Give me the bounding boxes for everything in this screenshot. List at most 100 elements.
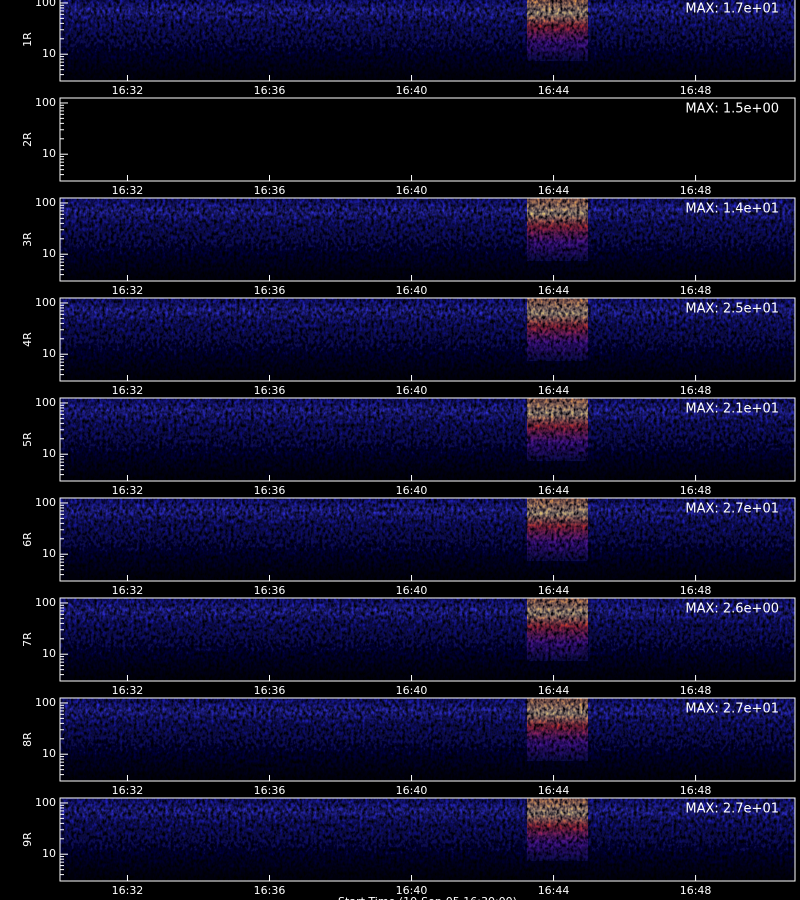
spectrogram-burst (527, 398, 588, 461)
spectrogram-image (60, 598, 795, 681)
x-tick-label: 16:36 (254, 384, 286, 397)
y-tick-label: 100 (35, 496, 56, 509)
spectrogram-image (60, 398, 795, 481)
spectrogram-image (60, 298, 795, 381)
x-tick-label: 16:32 (112, 884, 144, 897)
x-tick-label: 16:32 (112, 784, 144, 797)
x-tick-label: 16:32 (112, 84, 144, 97)
x-tick-label: 16:36 (254, 284, 286, 297)
x-tick-label: 16:40 (396, 584, 428, 597)
y-axis-label: 2R (21, 132, 34, 147)
x-tick-label: 16:36 (254, 784, 286, 797)
x-tick-label: 16:48 (680, 684, 712, 697)
max-annotation: MAX: 2.5e+01 (685, 302, 779, 317)
max-annotation: MAX: 2.7e+01 (685, 802, 779, 817)
y-axis-label: 7R (21, 632, 34, 647)
max-annotation: MAX: 2.7e+01 (685, 502, 779, 517)
y-tick-label: 100 (35, 796, 56, 809)
y-tick-label: 100 (35, 596, 56, 609)
y-axis-label: 5R (21, 432, 34, 447)
spectrogram-image (60, 0, 795, 81)
y-tick-label: 10 (42, 747, 56, 760)
y-tick-label: 100 (35, 296, 56, 309)
y-tick-label: 100 (35, 196, 56, 209)
plot-frame (59, 697, 796, 782)
x-tick-label: 16:36 (254, 84, 286, 97)
x-tick-label: 16:36 (254, 884, 286, 897)
y-axis-label: 1R (21, 32, 34, 47)
x-tick-label: 16:40 (396, 484, 428, 497)
y-tick-label: 10 (42, 547, 56, 560)
y-tick-label: 10 (42, 847, 56, 860)
x-tick-label: 16:44 (538, 684, 570, 697)
x-tick-label: 16:36 (254, 484, 286, 497)
y-tick-label: 100 (35, 96, 56, 109)
x-tick-label: 16:36 (254, 184, 286, 197)
x-tick-label: 16:32 (112, 484, 144, 497)
spectrogram-image (60, 798, 795, 881)
spectrogram-burst (527, 798, 588, 861)
spectrogram-burst (527, 598, 588, 661)
x-tick-label: 16:40 (396, 284, 428, 297)
spectrogram-burst (527, 0, 588, 61)
max-annotation: MAX: 1.5e+00 (685, 102, 779, 117)
spectrogram-burst (527, 698, 588, 761)
x-tick-label: 16:44 (538, 284, 570, 297)
x-tick-label: 16:44 (538, 484, 570, 497)
x-tick-label: 16:44 (538, 384, 570, 397)
y-axis-label: 9R (21, 832, 34, 847)
plot-frame (59, 497, 796, 582)
x-tick-label: 16:44 (538, 884, 570, 897)
x-tick-label: 16:40 (396, 84, 428, 97)
spectrogram-burst (527, 498, 588, 561)
y-axis-label: 3R (21, 232, 34, 247)
x-tick-label: 16:40 (396, 784, 428, 797)
x-tick-label: 16:48 (680, 484, 712, 497)
y-tick-label: 10 (42, 647, 56, 660)
y-tick-label: 100 (35, 0, 56, 9)
plot-frame (59, 397, 796, 482)
x-tick-label: 16:48 (680, 584, 712, 597)
x-axis-label: Start Time (10-Sep-05 16:30:00) (338, 895, 517, 900)
y-axis-label: 4R (21, 332, 34, 347)
x-tick-label: 16:36 (254, 684, 286, 697)
max-annotation: MAX: 2.6e+00 (685, 602, 779, 617)
x-tick-label: 16:44 (538, 784, 570, 797)
x-tick-label: 16:48 (680, 184, 712, 197)
x-tick-label: 16:48 (680, 284, 712, 297)
y-tick-label: 100 (35, 696, 56, 709)
x-tick-label: 16:32 (112, 584, 144, 597)
plot-frame (59, 797, 796, 882)
y-tick-label: 10 (42, 47, 56, 60)
spectrogram-image (60, 198, 795, 281)
x-tick-label: 16:48 (680, 384, 712, 397)
plot-frame (59, 597, 796, 682)
y-tick-label: 10 (42, 247, 56, 260)
y-axis-label: 8R (21, 732, 34, 747)
plot-frame (59, 97, 796, 182)
x-tick-label: 16:40 (396, 184, 428, 197)
y-tick-label: 10 (42, 347, 56, 360)
spectrogram-burst (527, 198, 588, 261)
max-annotation: MAX: 1.4e+01 (685, 202, 779, 217)
x-tick-label: 16:32 (112, 684, 144, 697)
x-tick-label: 16:48 (680, 84, 712, 97)
max-annotation: MAX: 2.7e+01 (685, 702, 779, 717)
x-tick-label: 16:32 (112, 284, 144, 297)
spectrogram-image (60, 498, 795, 581)
x-tick-label: 16:32 (112, 184, 144, 197)
x-tick-label: 16:44 (538, 184, 570, 197)
plot-frame (59, 297, 796, 382)
x-tick-label: 16:40 (396, 384, 428, 397)
y-tick-label: 10 (42, 447, 56, 460)
max-annotation: MAX: 2.1e+01 (685, 402, 779, 417)
x-tick-label: 16:40 (396, 684, 428, 697)
x-tick-label: 16:36 (254, 584, 286, 597)
spectrogram-image (60, 698, 795, 781)
x-tick-label: 16:40 (396, 884, 428, 897)
x-tick-label: 16:44 (538, 84, 570, 97)
spectrogram-burst (527, 298, 588, 361)
x-tick-label: 16:32 (112, 384, 144, 397)
